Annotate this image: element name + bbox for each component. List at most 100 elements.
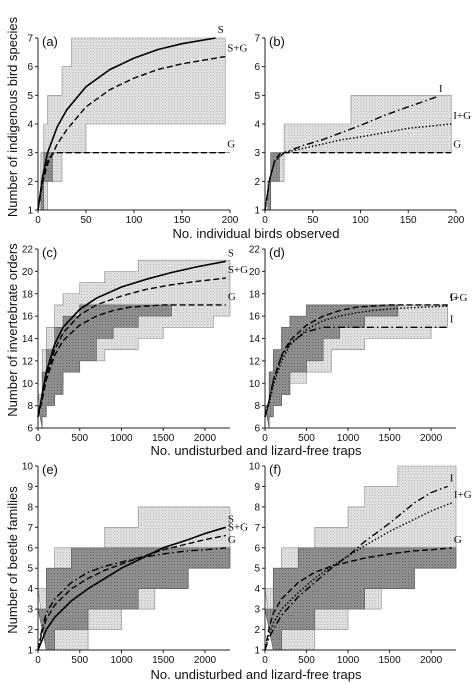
y-tick-label: 5 xyxy=(254,91,260,102)
y-tick-label: 4 xyxy=(254,120,260,131)
ylabel-row-birds: Number of indigenous bird species xyxy=(5,16,20,217)
y-tick-label: 2 xyxy=(27,625,33,636)
x-tick-label: 2000 xyxy=(194,655,217,666)
series-line-g xyxy=(264,547,452,651)
y-tick-label: 16 xyxy=(249,312,261,323)
x-tick-label: 50 xyxy=(307,215,319,226)
x-tick-label: 200 xyxy=(448,215,465,226)
y-tick-label: 9 xyxy=(254,482,260,493)
xlabel-row-beetles: No. undisturbed and lizard-free traps xyxy=(150,667,362,682)
panel-a: 1 2 3 4 5 6 7 0 50 100 150 200 SS+G G (a) xyxy=(27,24,247,226)
panel-e: 1 2 3 4 5 6 7 8 9 10 0 500 1000 1500 2000 SS+GG (e) xyxy=(22,462,248,667)
panel-letter: (f) xyxy=(269,462,281,477)
x-tick-label: 1000 xyxy=(337,655,360,666)
y-tick-label: 8 xyxy=(254,401,260,412)
panel-letter: (e) xyxy=(42,462,58,477)
y-tick-label: 2 xyxy=(27,177,33,188)
panel-b: 1 2 3 4 5 6 7 0 50 100 150 200 I I+G G (b) xyxy=(254,34,471,227)
y-tick-label: 4 xyxy=(27,120,33,131)
x-tick-label: 0 xyxy=(35,215,41,226)
series-label: S+G xyxy=(227,43,247,55)
panel-letter: (a) xyxy=(42,34,58,49)
series-line-g xyxy=(264,304,448,417)
y-tick-label: 1 xyxy=(254,646,260,657)
y-tick-label: 14 xyxy=(22,334,34,345)
y-tick-label: 12 xyxy=(249,356,261,367)
y-tick-label: 10 xyxy=(22,462,34,473)
y-tick-label: 10 xyxy=(249,462,261,473)
y-tick-label: 1 xyxy=(254,206,260,217)
series-line-i-plus-g xyxy=(264,305,448,418)
x-tick-label: 0 xyxy=(35,655,41,666)
y-tick-label: 12 xyxy=(22,356,34,367)
y-tick-label: 6 xyxy=(254,62,260,73)
y-tick-label: 20 xyxy=(249,267,261,278)
y-tick-label: 22 xyxy=(249,245,261,256)
y-tick-label: 1 xyxy=(27,206,33,217)
panel-letter: (b) xyxy=(269,34,285,49)
series-label: S xyxy=(228,247,234,259)
x-tick-label: 500 xyxy=(298,655,315,666)
xlabel-row-invertebrates: No. undisturbed and lizard-free traps xyxy=(150,443,362,458)
series-label: S+G xyxy=(228,264,248,276)
y-tick-label: 2 xyxy=(254,177,260,188)
y-tick-label: 6 xyxy=(254,424,260,435)
y-tick-label: 4 xyxy=(27,584,33,595)
x-tick-label: 0 xyxy=(262,655,268,666)
y-tick-label: 6 xyxy=(27,543,33,554)
series-line-s-plus-g xyxy=(37,55,226,211)
series-line-i xyxy=(264,485,448,651)
x-tick-label: 0 xyxy=(262,215,268,226)
series-label: G xyxy=(228,534,236,546)
dark-confidence-band xyxy=(265,152,289,211)
y-tick-label: 7 xyxy=(27,523,33,534)
dark-confidence-band xyxy=(37,304,172,429)
ylabel-row-beetles: Number of beetle families xyxy=(5,486,20,634)
x-tick-label: 150 xyxy=(174,215,191,226)
x-tick-label: 150 xyxy=(400,215,417,226)
x-tick-label: 100 xyxy=(352,215,369,226)
series-label: G xyxy=(454,534,462,546)
series-label: G xyxy=(228,291,236,303)
y-tick-label: 14 xyxy=(249,334,261,345)
series-line-g xyxy=(37,304,226,417)
x-tick-label: 100 xyxy=(126,215,143,226)
series-label: I xyxy=(450,313,454,325)
panel-letter: (d) xyxy=(269,245,285,260)
series-label: I xyxy=(450,472,454,484)
y-tick-label: 7 xyxy=(254,523,260,534)
y-tick-label: 5 xyxy=(27,91,33,102)
series-line-i-plus-g xyxy=(264,123,452,211)
y-tick-label: 2 xyxy=(254,625,260,636)
series-label: S xyxy=(218,24,224,36)
y-tick-label: 9 xyxy=(27,482,33,493)
y-tick-label: 1 xyxy=(27,646,33,657)
y-tick-label: 5 xyxy=(254,564,260,575)
panel-c: 6 8 10 12 14 16 18 20 22 0 500 1000 1500 2000 S S+G G (c) xyxy=(22,245,248,445)
series-label: I+G xyxy=(453,110,471,122)
x-tick-label: 1000 xyxy=(110,655,133,666)
y-tick-label: 20 xyxy=(22,267,34,278)
y-tick-label: 7 xyxy=(254,34,260,45)
series-label: S+G xyxy=(228,522,248,534)
series-label: G xyxy=(453,139,461,151)
y-tick-label: 3 xyxy=(27,605,33,616)
y-tick-label: 8 xyxy=(27,502,33,513)
ylabel-row-invertebrates: Number of invertebrate orders xyxy=(5,243,20,417)
x-tick-label: 500 xyxy=(71,433,88,444)
series-line-s-plus-g xyxy=(37,534,226,651)
x-tick-label: 500 xyxy=(298,433,315,444)
series-label: I+G xyxy=(454,489,472,501)
y-tick-label: 3 xyxy=(27,148,33,159)
series-line-i xyxy=(264,96,438,211)
series-label: I+G xyxy=(450,292,468,304)
dark-confidence-band xyxy=(264,304,399,429)
y-tick-label: 22 xyxy=(22,245,34,256)
y-tick-label: 6 xyxy=(254,543,260,554)
x-tick-label: 2000 xyxy=(420,655,443,666)
x-tick-label: 0 xyxy=(262,433,268,444)
series-label: G xyxy=(227,139,235,151)
series-line-s xyxy=(37,37,216,211)
